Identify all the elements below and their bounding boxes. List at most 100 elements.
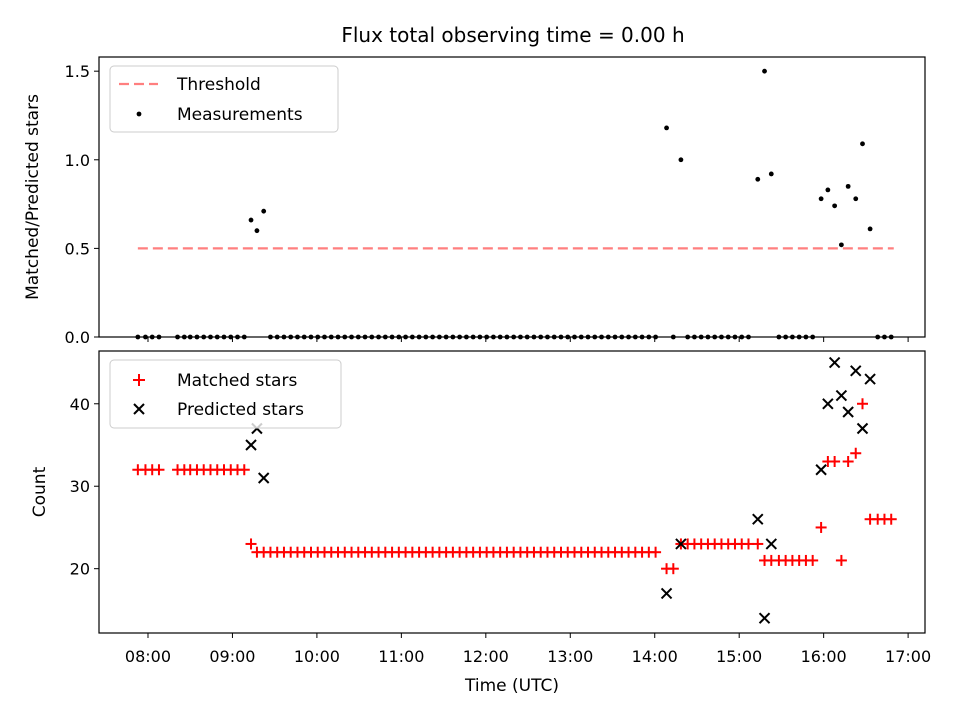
matched-star-point	[815, 521, 827, 533]
matched-star-point	[650, 546, 662, 558]
measurement-point	[678, 157, 684, 163]
predicted-stars-points	[245, 356, 876, 624]
predicted-star-stroke	[822, 398, 834, 410]
predicted-star-point	[822, 398, 834, 410]
bottom-x-tick-label: 13:00	[547, 647, 593, 666]
predicted-star-point	[752, 513, 764, 525]
measurement-point	[248, 217, 254, 223]
legend-measurements-label: Measurements	[177, 105, 303, 125]
predicted-star-stroke	[765, 538, 777, 550]
predicted-star-stroke	[835, 389, 848, 402]
top-y-tick-label: 0.0	[65, 328, 90, 347]
bottom-x-tick-label: 11:00	[378, 647, 424, 666]
measurement-point	[838, 242, 844, 248]
predicted-star-stroke	[850, 365, 862, 377]
measurement-point	[832, 203, 838, 209]
measurement-point	[860, 141, 865, 147]
measurement-point	[825, 187, 831, 193]
top-y-tick-label: 1.0	[65, 151, 90, 170]
top-axes-frame	[98, 56, 926, 338]
measurement-point	[818, 196, 824, 202]
legend-matched-label: Matched stars	[177, 371, 297, 391]
measurement-point	[845, 183, 851, 189]
predicted-star-stroke	[864, 373, 876, 385]
bottom-y-ticks: 20 30 40	[70, 395, 99, 579]
predicted-star-point	[864, 373, 876, 385]
legend-predicted-swatch	[133, 403, 145, 415]
legend-matched-swatch	[133, 374, 145, 386]
measurement-point	[254, 228, 260, 234]
bottom-x-tick-label: 17:00	[885, 647, 931, 666]
bottom-x-tick-label: 08:00	[125, 647, 171, 666]
matched-star-point	[842, 455, 854, 467]
legend-threshold-label: Threshold	[176, 75, 261, 95]
legend-predicted-label: Predicted stars	[177, 400, 304, 420]
predicted-star-point	[842, 406, 854, 418]
bottom-axes-frame	[98, 350, 926, 634]
bottom-x-tick-label: 15:00	[716, 647, 762, 666]
measurement-point	[762, 68, 767, 74]
predicted-star-point	[815, 464, 827, 476]
top-panel: 0.0 0.5 1.0 1.5 Matched/Predicted stars Thr…	[23, 56, 926, 347]
predicted-star-point	[765, 538, 777, 550]
matched-stars-points	[132, 398, 897, 575]
predicted-star-point	[758, 612, 771, 624]
matched-star-point	[857, 398, 869, 410]
predicted-star-stroke	[842, 406, 854, 418]
measurement-point	[853, 196, 859, 202]
predicted-star-point	[828, 356, 841, 369]
bottom-y-tick-label: 20	[70, 560, 90, 579]
predicted-star-stroke	[815, 464, 827, 476]
predicted-star-point	[850, 365, 862, 377]
predicted-star-stroke	[828, 356, 841, 369]
predicted-star-point	[245, 439, 257, 451]
matched-star-point	[153, 464, 165, 476]
bottom-y-tick-label: 30	[70, 477, 90, 496]
bottom-x-ticks: 08:00 09:00 10:00 11:00 12:00 13:00 14:00 15:00…	[125, 633, 931, 666]
predicted-star-stroke	[257, 472, 270, 484]
predicted-star-stroke	[675, 538, 687, 550]
matched-star-point	[835, 554, 847, 566]
bottom-x-tick-label: 10:00	[294, 647, 340, 666]
top-y-tick-label: 0.5	[65, 239, 90, 258]
predicted-star-stroke	[245, 439, 257, 451]
matched-star-point	[667, 563, 679, 575]
top-y-axis-label: Matched/Predicted stars	[23, 94, 43, 300]
top-x-ticks	[147, 337, 909, 342]
bottom-x-tick-label: 16:00	[801, 647, 847, 666]
matched-star-point	[829, 455, 841, 467]
predicted-star-stroke	[752, 513, 764, 525]
top-legend: Threshold Measurements	[109, 65, 339, 133]
predicted-star-stroke	[856, 422, 869, 435]
matched-star-point	[238, 464, 250, 476]
chart-title: Flux total observing time = 0.00 h	[341, 23, 684, 47]
bottom-panel: 20 30 40 08:00 09:00 10:00 11:00 12:00 13:00 14:…	[30, 350, 931, 696]
bottom-y-tick-label: 40	[70, 395, 90, 414]
bottom-x-tick-label: 14:00	[632, 647, 678, 666]
matched-star-point	[850, 447, 862, 459]
bottom-legend-frame	[109, 359, 342, 429]
bottom-y-axis-label: Count	[30, 466, 50, 517]
measurement-point	[664, 125, 669, 131]
legend-measurements-swatch	[136, 111, 142, 117]
bottom-legend: Matched stars Predicted stars	[109, 359, 342, 429]
predicted-star-point	[675, 538, 687, 550]
top-legend-frame	[109, 65, 339, 133]
measurement-point	[261, 208, 267, 214]
measurement-point	[768, 171, 774, 177]
matched-star-point	[245, 538, 257, 550]
x-axis-label: Time (UTC)	[464, 676, 559, 696]
predicted-star-stroke	[758, 612, 771, 624]
predicted-star-point	[835, 389, 848, 402]
predicted-star-point	[257, 472, 270, 484]
measurement-point	[867, 226, 873, 232]
top-y-ticks: 0.0 0.5 1.0 1.5	[65, 62, 99, 347]
matched-star-point	[752, 538, 764, 550]
matched-star-point	[807, 554, 819, 566]
predicted-star-point	[660, 587, 673, 600]
bottom-x-tick-label: 09:00	[209, 647, 255, 666]
predicted-star-stroke	[660, 587, 673, 600]
matched-star-point	[742, 538, 754, 550]
bottom-x-tick-label: 12:00	[463, 647, 509, 666]
